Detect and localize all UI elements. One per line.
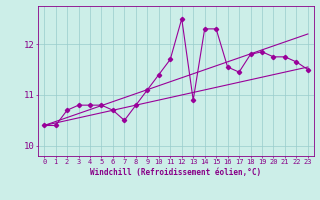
X-axis label: Windchill (Refroidissement éolien,°C): Windchill (Refroidissement éolien,°C) — [91, 168, 261, 177]
